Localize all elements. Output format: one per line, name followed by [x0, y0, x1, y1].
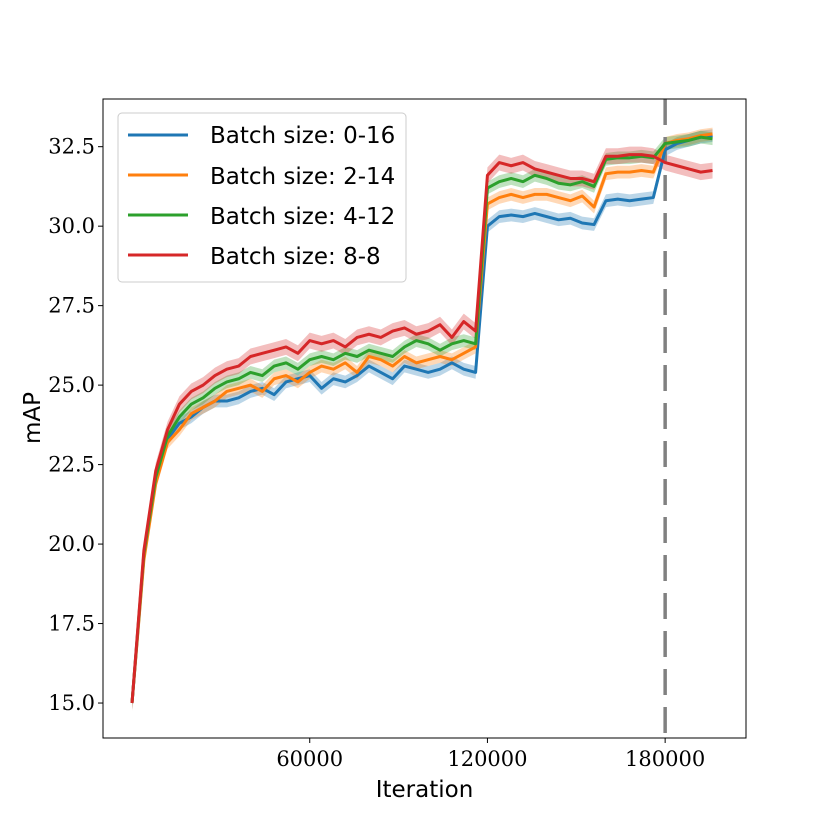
legend-label-2: Batch size: 4-12	[210, 204, 395, 230]
legend-label-3: Batch size: 8-8	[210, 244, 381, 270]
line-series-0	[130, 134, 713, 704]
y-axis-ticks: 15.0 17.5 20.0 22.5 25.0 27.5 30.0 32.5	[48, 135, 103, 715]
y-tick-label: 30.0	[48, 214, 95, 238]
y-tick-label: 20.0	[48, 532, 95, 556]
plot-frame	[102, 98, 747, 739]
line-series-3	[130, 153, 713, 704]
y-tick-label: 32.5	[48, 135, 95, 159]
y-tick-label: 25.0	[48, 373, 95, 397]
series-lines	[130, 132, 713, 704]
line-series-2	[130, 135, 713, 704]
legend-box	[117, 112, 407, 283]
legend-label-0: Batch size: 0-16	[210, 123, 395, 149]
x-axis-label: Iteration	[376, 777, 474, 803]
y-tick-label: 15.0	[48, 691, 95, 715]
y-tick-label: 22.5	[48, 453, 95, 477]
x-tick-label: 120000	[447, 747, 527, 771]
x-tick-label: 180000	[625, 747, 705, 771]
legend: Batch size: 0-16 Batch size: 2-14 Batch …	[117, 112, 407, 283]
x-axis-ticks: 60000 120000 180000	[276, 738, 705, 771]
legend-label-1: Batch size: 2-14	[210, 164, 395, 190]
x-tick-label: 60000	[276, 747, 343, 771]
line-series-1	[130, 132, 713, 704]
y-tick-label: 17.5	[48, 612, 95, 636]
y-tick-label: 27.5	[48, 294, 95, 318]
y-axis-label: mAP	[20, 392, 46, 444]
